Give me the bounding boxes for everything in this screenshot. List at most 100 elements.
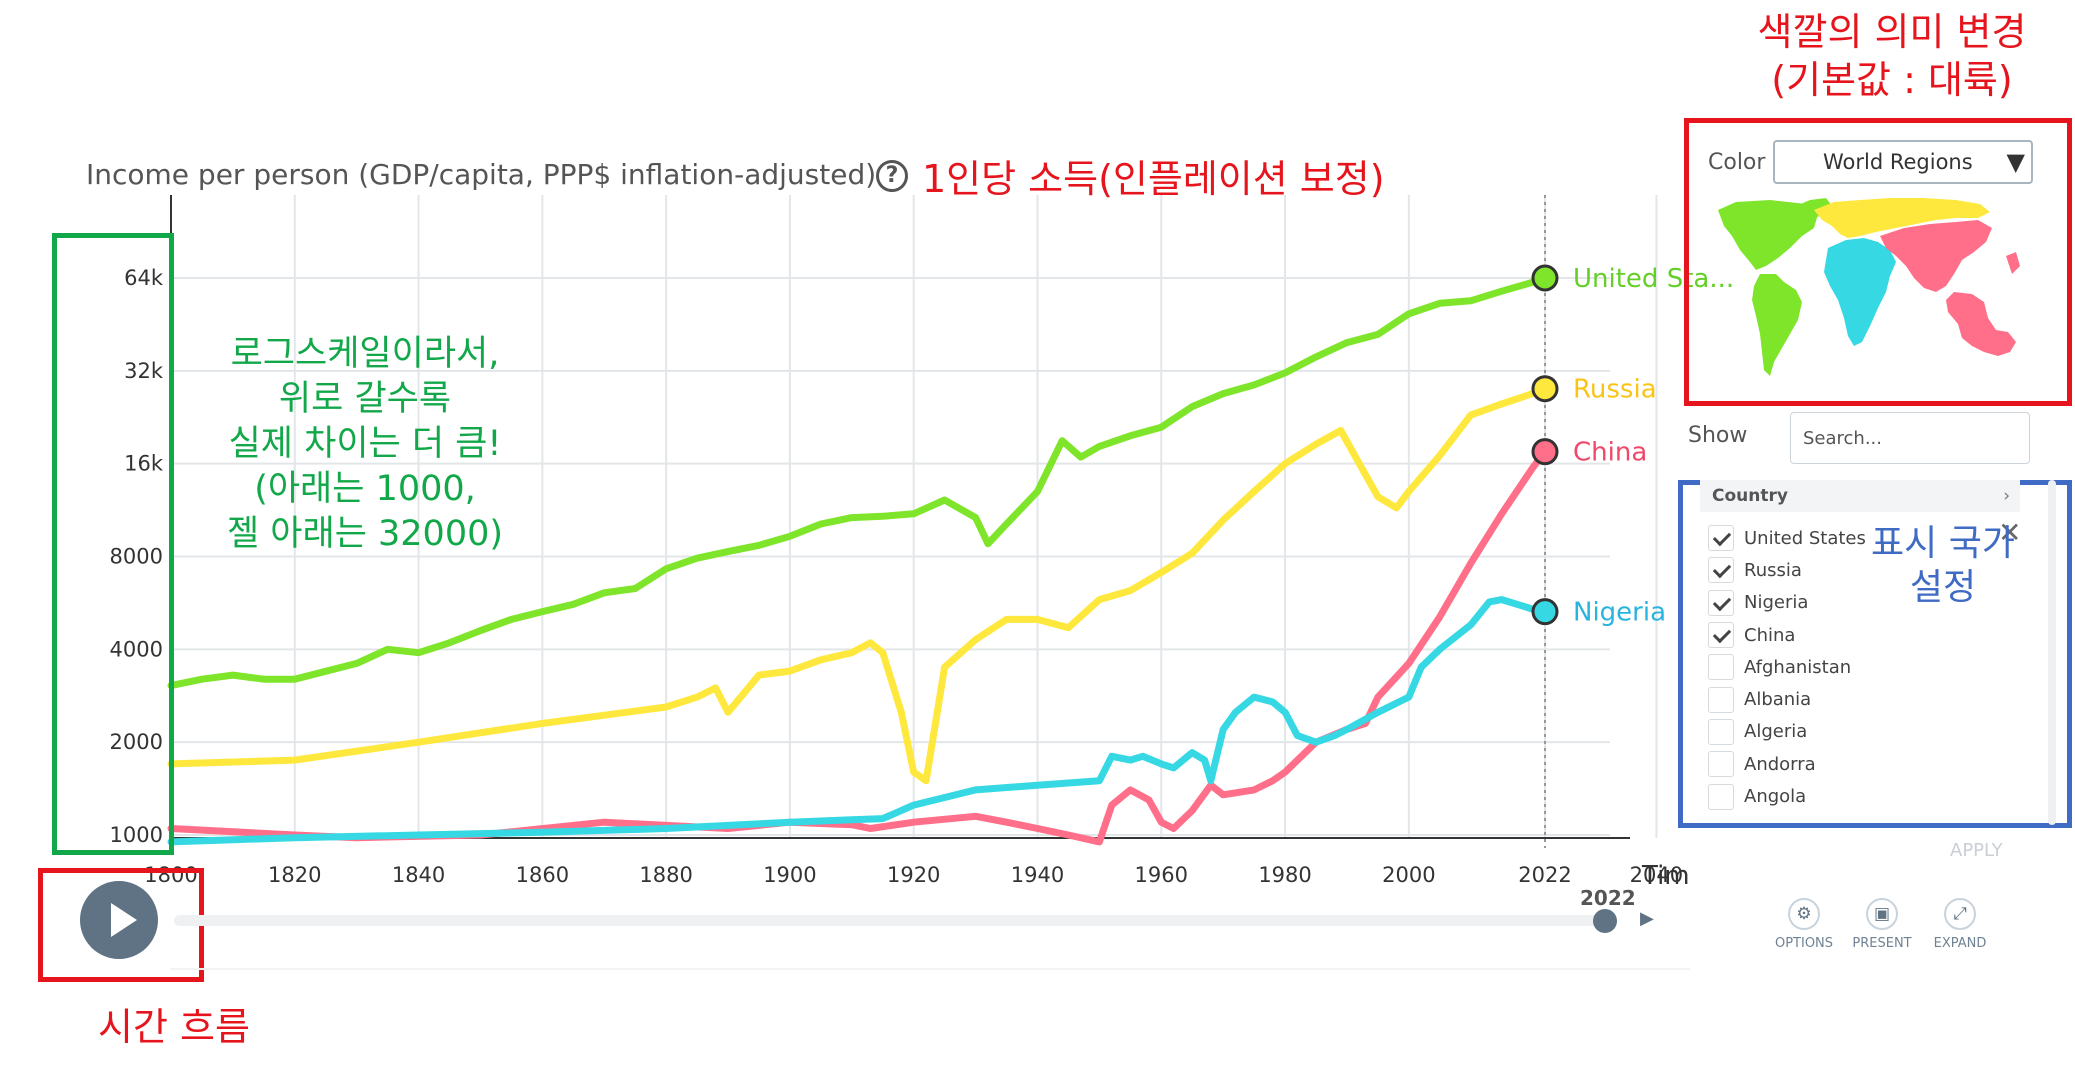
country-item-algeria[interactable]: Algeria — [1708, 716, 1998, 748]
country-name: United States — [1744, 527, 1866, 549]
annotation-line: 설정 — [1909, 567, 1977, 608]
map-region-america[interactable] — [1718, 198, 1832, 376]
color-select[interactable]: World Regions ▼ — [1773, 140, 2033, 184]
annotation-color-panel-highlight — [1684, 118, 2072, 406]
present-label: PRESENT — [1852, 936, 1912, 951]
country-list-scrollbar[interactable] — [2048, 480, 2056, 825]
annotation-color-meaning: 색깔의 의미 변경 (기본값 : 대륙) — [1722, 8, 2062, 104]
x-tick-label: 2000 — [1382, 863, 1435, 887]
divider — [170, 968, 1690, 970]
annotation-line: 표시 국가 — [1871, 523, 2015, 564]
annotation-line: 로그스케일이라서, — [230, 334, 500, 374]
step-forward-icon[interactable]: ▶ — [1640, 908, 1654, 929]
x-tick-label: 2022 — [1518, 863, 1571, 887]
help-icon[interactable]: ? — [876, 160, 908, 192]
gear-icon: ⚙ — [1788, 898, 1820, 930]
world-regions-map[interactable] — [1710, 196, 2030, 386]
y-tick-label: 32k — [124, 359, 164, 383]
annotation-country-display: 표시 국가 설정 — [1858, 522, 2028, 610]
series-end-marker[interactable] — [1531, 438, 1559, 466]
apply-button[interactable]: APPLY — [1950, 840, 2003, 861]
series-end-marker[interactable] — [1531, 375, 1559, 403]
chevron-down-icon: ▼ — [2006, 148, 2025, 176]
country-checkbox[interactable] — [1708, 525, 1734, 552]
country-checkbox[interactable] — [1708, 589, 1734, 616]
annotation-log-scale-note: 로그스케일이라서, 위로 갈수록 실제 차이는 더 큼! (아래는 1000, … — [160, 332, 570, 557]
country-checkbox[interactable] — [1708, 718, 1734, 745]
annotation-line: 색깔의 의미 변경 — [1757, 10, 2027, 54]
country-item-andorra[interactable]: Andorra — [1708, 748, 1998, 780]
series-line[interactable] — [167, 385, 1549, 785]
time-slider-handle[interactable] — [1593, 909, 1617, 933]
annotation-y-axis-highlight — [52, 233, 174, 855]
chart-series[interactable] — [167, 264, 1559, 846]
annotation-line: (아래는 1000, — [254, 469, 476, 509]
x-tick-label: 1880 — [639, 863, 692, 887]
country-list-header[interactable]: Country › — [1700, 480, 2020, 512]
expand-label: EXPAND — [1933, 936, 1987, 951]
y-tick-label: 64k — [124, 266, 164, 290]
present-button[interactable]: ▣ PRESENT — [1850, 898, 1914, 951]
color-label: Color — [1708, 150, 1766, 175]
chart-axes: 1800 1820 1840 1860 1880 1900 1920 1940 1960 1980… — [110, 195, 1690, 891]
expand-button[interactable]: ⤢ EXPAND — [1928, 898, 1992, 951]
country-item-united-states[interactable]: United States — [1708, 522, 1998, 554]
country-item-afghanistan[interactable]: Afghanistan — [1708, 651, 1998, 683]
series-end-marker[interactable] — [1531, 598, 1559, 626]
country-checkbox[interactable] — [1708, 654, 1734, 681]
options-label: OPTIONS — [1774, 936, 1834, 951]
country-name: Albania — [1744, 689, 1812, 711]
x-tick-label: 1820 — [268, 863, 321, 887]
annotation-line: 위로 갈수록 — [278, 379, 452, 419]
country-list: United States Russia Nigeria China Afgha… — [1708, 522, 1998, 813]
x-tick-label: 1800 — [144, 863, 197, 887]
country-name: Afghanistan — [1744, 656, 1852, 678]
country-item-nigeria[interactable]: Nigeria — [1708, 587, 1998, 619]
chevron-right-icon: › — [2003, 486, 2010, 506]
deselect-close-icon[interactable]: ✕ — [1998, 516, 2022, 549]
series-end-marker[interactable] — [1531, 264, 1559, 292]
y-tick-label: 8000 — [110, 545, 163, 569]
x-tick-label: 1840 — [392, 863, 445, 887]
annotation-income-korean: 1인당 소득(인플레이션 보정) — [922, 157, 1385, 201]
play-button[interactable] — [80, 881, 158, 959]
y-tick-label: 16k — [124, 452, 164, 476]
color-select-value: World Regions — [1823, 150, 1973, 174]
country-name: Algeria — [1744, 721, 1808, 743]
series-label[interactable]: Nigeria — [1573, 598, 1666, 628]
series-line[interactable] — [167, 596, 1549, 846]
search-input[interactable] — [1790, 412, 2030, 464]
x-tick-label: 1920 — [887, 863, 940, 887]
y-tick-label: 4000 — [110, 637, 163, 661]
country-name: Nigeria — [1744, 592, 1809, 614]
country-item-albania[interactable]: Albania — [1708, 683, 1998, 715]
country-checkbox[interactable] — [1708, 622, 1734, 649]
series-label[interactable]: Russia — [1573, 375, 1657, 405]
series-line[interactable] — [167, 274, 1549, 690]
y-tick-label: 1000 — [110, 823, 163, 847]
x-tick-label: 1980 — [1258, 863, 1311, 887]
show-label: Show — [1688, 423, 1748, 448]
country-checkbox[interactable] — [1708, 783, 1734, 810]
country-item-russia[interactable]: Russia — [1708, 554, 1998, 586]
map-region-europe-central-asia[interactable] — [1814, 198, 1990, 238]
country-name: Andorra — [1744, 753, 1816, 775]
country-checkbox[interactable] — [1708, 686, 1734, 713]
country-item-china[interactable]: China — [1708, 619, 1998, 651]
presentation-icon: ▣ — [1866, 898, 1898, 930]
country-checkbox[interactable] — [1708, 751, 1734, 778]
country-header-label: Country — [1712, 486, 1788, 506]
annotation-time-flow: 시간 흐름 — [98, 1005, 250, 1049]
country-checkbox[interactable] — [1708, 557, 1734, 584]
map-region-africa[interactable] — [1824, 238, 1896, 346]
map-region-east-asia-pacific[interactable] — [1880, 220, 2020, 356]
time-slider-track[interactable] — [174, 915, 1614, 926]
time-slider-year: 2022 — [1580, 886, 1636, 910]
country-item-angola[interactable]: Angola — [1708, 780, 1998, 812]
chart-series-labels[interactable]: United Sta... Russia China Nigeria — [1573, 264, 1734, 628]
x-tick-label: 1860 — [516, 863, 569, 887]
series-label[interactable]: China — [1573, 438, 1647, 468]
options-button[interactable]: ⚙ OPTIONS — [1772, 898, 1836, 951]
series-label[interactable]: United Sta... — [1573, 264, 1734, 294]
